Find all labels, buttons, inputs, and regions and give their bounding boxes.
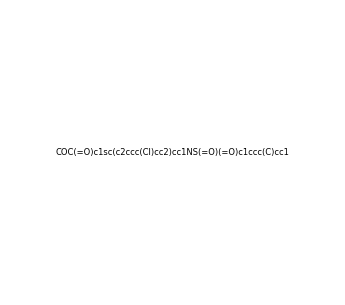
Text: COC(=O)c1sc(c2ccc(Cl)cc2)cc1NS(=O)(=O)c1ccc(C)cc1: COC(=O)c1sc(c2ccc(Cl)cc2)cc1NS(=O)(=O)c1… bbox=[56, 148, 289, 157]
